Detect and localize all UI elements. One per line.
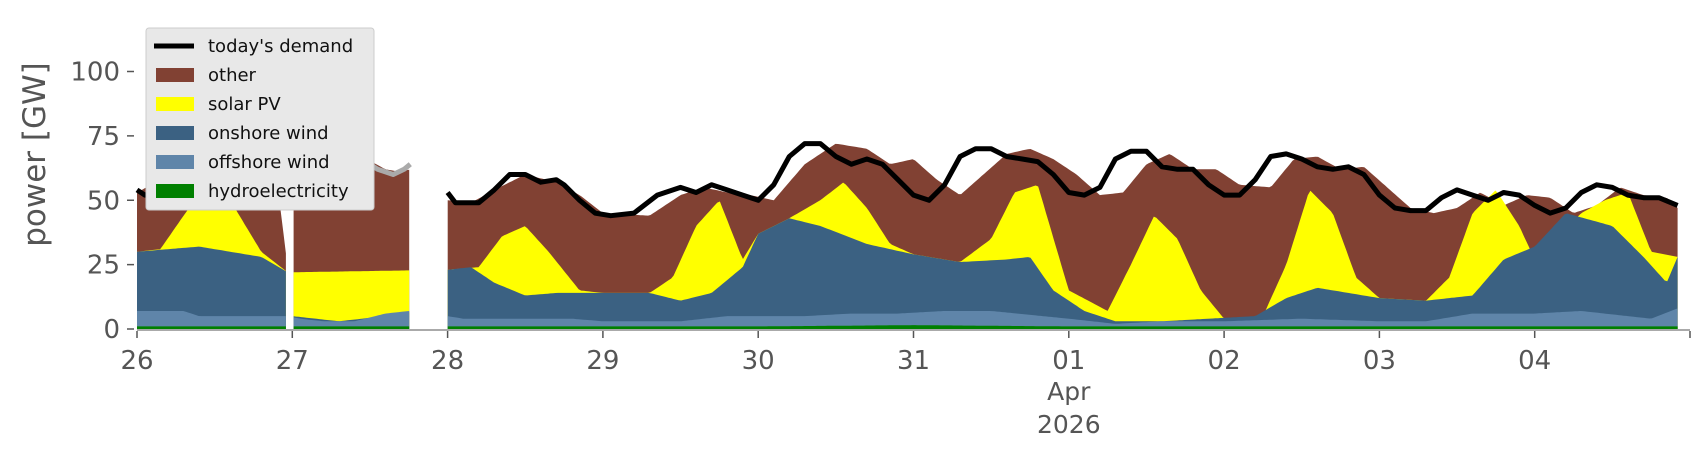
legend-swatch [156, 155, 194, 169]
y-tick-label: 75 [87, 122, 120, 152]
area-offshore-wind [447, 308, 1678, 329]
legend-label: offshore wind [208, 152, 330, 173]
legend-label: solar PV [208, 94, 281, 115]
x-tick-label: 02 [1208, 346, 1241, 376]
x-tick-label: 03 [1363, 346, 1396, 376]
legend-label: onshore wind [208, 123, 329, 144]
x-axis-month-label: Apr [1047, 377, 1091, 406]
legend-label: today's demand [208, 36, 353, 57]
demand-line-segment [445, 141, 1679, 219]
stacked-areas [137, 143, 1678, 329]
area-hydroelectricity [137, 326, 286, 329]
area-offshore-wind [137, 311, 286, 329]
area-onshore-wind [447, 213, 1678, 329]
y-tick-label: 100 [70, 58, 120, 88]
area-hydroelectricity [293, 326, 410, 329]
legend-label: hydroelectricity [208, 181, 349, 202]
x-tick-label: 26 [120, 346, 153, 376]
y-axis: power [GW] 0 25 50 75 100 [17, 58, 134, 345]
legend-swatch [156, 126, 194, 140]
x-axis: Apr 2026 26 27 28 29 30 31 01 02 03 04 [120, 329, 1691, 439]
legend: today's demand other solar PV onshore wind o… [145, 27, 375, 211]
y-tick-label: 50 [87, 186, 120, 216]
x-tick-label: 01 [1052, 346, 1085, 376]
area-onshore-wind [137, 246, 286, 329]
area-offshore-wind [293, 311, 410, 329]
legend-swatch [156, 184, 194, 198]
legend-box [145, 27, 375, 211]
x-tick-label: 04 [1518, 346, 1551, 376]
x-tick-label: 28 [431, 346, 464, 376]
legend-label: other [208, 65, 257, 86]
x-tick-label: 30 [742, 346, 775, 376]
y-axis-label: power [GW] [17, 62, 53, 247]
x-tick-label: 27 [276, 346, 309, 376]
y-tick-label: 25 [87, 251, 120, 281]
area-hydroelectricity [447, 325, 1678, 329]
x-axis-year-label: 2026 [1037, 410, 1101, 439]
legend-swatch [156, 97, 194, 111]
x-tick-label: 29 [586, 346, 619, 376]
x-tick-label: 31 [897, 346, 930, 376]
area-solar-pv [293, 270, 410, 329]
legend-swatch [156, 68, 194, 82]
y-tick-label: 0 [103, 315, 120, 345]
